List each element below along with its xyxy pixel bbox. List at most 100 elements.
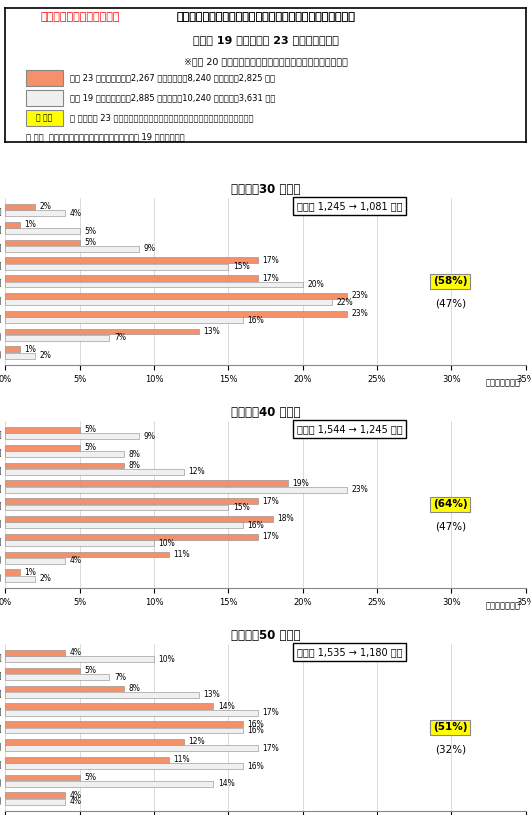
Text: 7%: 7% bbox=[114, 333, 126, 342]
Text: 5%: 5% bbox=[84, 425, 96, 434]
Text: 23%: 23% bbox=[352, 485, 369, 494]
Text: 15%: 15% bbox=[233, 503, 250, 512]
Bar bbox=[5, 774, 80, 780]
Text: 4%: 4% bbox=[69, 209, 81, 218]
Text: 臨時　賞与　支給なし含む: 臨時 賞与 支給なし含む bbox=[41, 12, 120, 22]
Bar bbox=[5, 763, 243, 769]
Text: （ ％）平成 23 年度中位数を含んでいる賞与を得ている人数割合迄の累計割合: （ ％）平成 23 年度中位数を含んでいる賞与を得ている人数割合迄の累計割合 bbox=[70, 113, 254, 122]
Bar bbox=[5, 739, 184, 745]
Bar bbox=[5, 317, 243, 323]
Text: 中位数 1,245 → 1,081 千円: 中位数 1,245 → 1,081 千円 bbox=[297, 201, 402, 211]
Text: 17%: 17% bbox=[262, 496, 279, 505]
Title: 管理職（40 歳代）: 管理職（40 歳代） bbox=[231, 407, 300, 420]
Bar bbox=[5, 799, 65, 804]
Text: 1%: 1% bbox=[24, 568, 37, 577]
Text: （ ％）: （ ％） bbox=[36, 113, 53, 122]
Text: 5%: 5% bbox=[84, 773, 96, 782]
Bar bbox=[5, 275, 258, 281]
Text: 12%: 12% bbox=[188, 467, 205, 477]
Bar bbox=[5, 240, 80, 245]
Text: 16%: 16% bbox=[247, 726, 264, 735]
Text: 17%: 17% bbox=[262, 744, 279, 753]
Text: 11%: 11% bbox=[173, 550, 190, 559]
Text: 中位数 1,544 → 1,245 千円: 中位数 1,544 → 1,245 千円 bbox=[297, 424, 402, 434]
Bar bbox=[5, 792, 65, 798]
Text: (47%): (47%) bbox=[435, 521, 466, 531]
Bar bbox=[5, 311, 347, 316]
Text: 10%: 10% bbox=[158, 654, 175, 663]
Bar bbox=[5, 498, 258, 504]
Bar bbox=[5, 540, 154, 546]
Text: （ ％）  上記賞与を得ている人数割合までの平成 19 年度累計割合: （ ％） 上記賞与を得ている人数割合までの平成 19 年度累計割合 bbox=[26, 132, 185, 141]
Text: 15%: 15% bbox=[233, 262, 250, 271]
Text: 9%: 9% bbox=[143, 432, 156, 441]
Text: 年代内人数割合: 年代内人数割合 bbox=[485, 601, 520, 610]
Text: 16%: 16% bbox=[247, 720, 264, 729]
Bar bbox=[5, 552, 169, 557]
Text: 13%: 13% bbox=[203, 690, 220, 699]
Bar bbox=[5, 353, 35, 359]
Text: (58%): (58%) bbox=[433, 276, 467, 286]
Bar bbox=[5, 434, 139, 439]
Text: 年代内人数割合: 年代内人数割合 bbox=[485, 378, 520, 387]
Bar bbox=[5, 746, 258, 751]
Bar bbox=[5, 685, 124, 691]
Text: ※平成 20 年秋のリーマンショック前を基準にしています。: ※平成 20 年秋のリーマンショック前を基準にしています。 bbox=[184, 58, 347, 67]
Bar bbox=[5, 210, 65, 216]
Text: 1%: 1% bbox=[24, 345, 37, 354]
Text: 17%: 17% bbox=[262, 532, 279, 541]
Bar bbox=[5, 264, 228, 270]
Bar bbox=[5, 504, 228, 510]
Bar bbox=[5, 282, 303, 288]
Bar bbox=[5, 222, 20, 227]
Bar bbox=[5, 258, 258, 263]
Text: 4%: 4% bbox=[69, 791, 81, 800]
Text: 8%: 8% bbox=[129, 461, 141, 470]
Text: 13%: 13% bbox=[203, 327, 220, 336]
Text: 8%: 8% bbox=[129, 450, 141, 459]
Text: 11%: 11% bbox=[173, 756, 190, 764]
Bar bbox=[5, 293, 347, 299]
Text: 7%: 7% bbox=[114, 672, 126, 681]
Bar bbox=[5, 667, 80, 673]
Text: (51%): (51%) bbox=[433, 722, 467, 732]
Text: 10%: 10% bbox=[158, 539, 175, 548]
Bar bbox=[5, 480, 288, 486]
Text: 2%: 2% bbox=[39, 351, 52, 360]
Bar bbox=[5, 328, 199, 334]
Bar bbox=[5, 710, 258, 716]
Bar bbox=[5, 781, 213, 786]
Text: 臨時　賞与　支給なし含む年代別内の金額別人数割合グラフ: 臨時 賞与 支給なし含む年代別内の金額別人数割合グラフ bbox=[176, 12, 355, 22]
Text: (47%): (47%) bbox=[435, 298, 466, 308]
Bar bbox=[5, 487, 347, 492]
Text: 平成 19 年度（管理職：2,885 人　男子：10,240 人　女子：3,631 人）: 平成 19 年度（管理職：2,885 人 男子：10,240 人 女子：3,63… bbox=[70, 94, 276, 103]
Text: 16%: 16% bbox=[247, 761, 264, 770]
Bar bbox=[26, 90, 63, 106]
Bar bbox=[5, 570, 20, 575]
Bar bbox=[5, 427, 80, 433]
Text: 18%: 18% bbox=[277, 514, 294, 523]
Text: 5%: 5% bbox=[84, 238, 96, 247]
Text: 臨時　賞与　支給なし含む年代別内の金額別人数割合グラフ: 臨時 賞与 支給なし含む年代別内の金額別人数割合グラフ bbox=[176, 12, 355, 22]
Text: 12%: 12% bbox=[188, 738, 205, 747]
Text: 16%: 16% bbox=[247, 315, 264, 324]
Bar bbox=[5, 463, 124, 469]
Bar bbox=[5, 516, 273, 522]
Text: 2%: 2% bbox=[39, 202, 52, 211]
Text: (64%): (64%) bbox=[433, 500, 468, 509]
Title: 管理職（30 歳代）: 管理職（30 歳代） bbox=[231, 183, 300, 196]
Text: 4%: 4% bbox=[69, 557, 81, 566]
Text: 17%: 17% bbox=[262, 256, 279, 265]
Bar bbox=[5, 299, 332, 305]
Text: 17%: 17% bbox=[262, 708, 279, 717]
Bar bbox=[5, 534, 258, 540]
Text: 4%: 4% bbox=[69, 649, 81, 658]
Bar bbox=[5, 674, 109, 680]
Bar bbox=[5, 721, 243, 727]
Text: 4%: 4% bbox=[69, 797, 81, 806]
Text: 23%: 23% bbox=[352, 309, 369, 318]
Bar bbox=[5, 335, 109, 341]
Text: 5%: 5% bbox=[84, 666, 96, 675]
Text: 5%: 5% bbox=[84, 227, 96, 236]
Bar bbox=[5, 757, 169, 763]
